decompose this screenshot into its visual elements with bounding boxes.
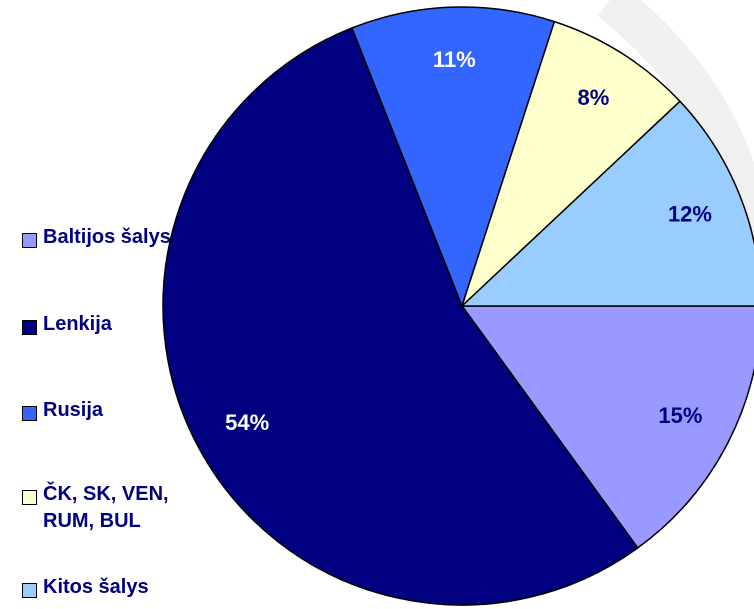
pie-slice	[461, 20, 682, 307]
data-label: 54%	[225, 410, 269, 435]
legend-swatch	[22, 320, 37, 335]
legend-swatch	[22, 490, 37, 505]
pie-slice	[162, 27, 639, 606]
legend-label: Kitos šalys	[43, 576, 149, 598]
pie-slice	[460, 305, 754, 549]
data-label: 8%	[577, 85, 609, 110]
legend-entry: ČK, SK, VEN, RUM, BUL	[22, 483, 213, 535]
pie-slice	[460, 100, 754, 307]
data-label: 12%	[668, 202, 712, 227]
pie-slice	[350, 6, 556, 309]
legend-swatch	[22, 233, 37, 248]
legend-label: Baltijos šalys	[43, 226, 171, 248]
legend-entry: Baltijos šalys	[22, 226, 213, 251]
data-label: 11%	[433, 47, 476, 72]
legend-label: Rusija	[43, 399, 104, 421]
data-label: 15%	[658, 403, 702, 428]
legend-entry: Rusija	[22, 399, 213, 424]
legend-label: ČK, SK, VEN, RUM, BUL	[43, 483, 169, 532]
legend-entry: Lenkija	[22, 313, 213, 338]
legend-swatch	[22, 583, 37, 598]
legend-swatch	[22, 406, 37, 421]
legend-label: Lenkija	[43, 313, 112, 335]
legend-entry: Kitos šalys	[22, 576, 213, 601]
